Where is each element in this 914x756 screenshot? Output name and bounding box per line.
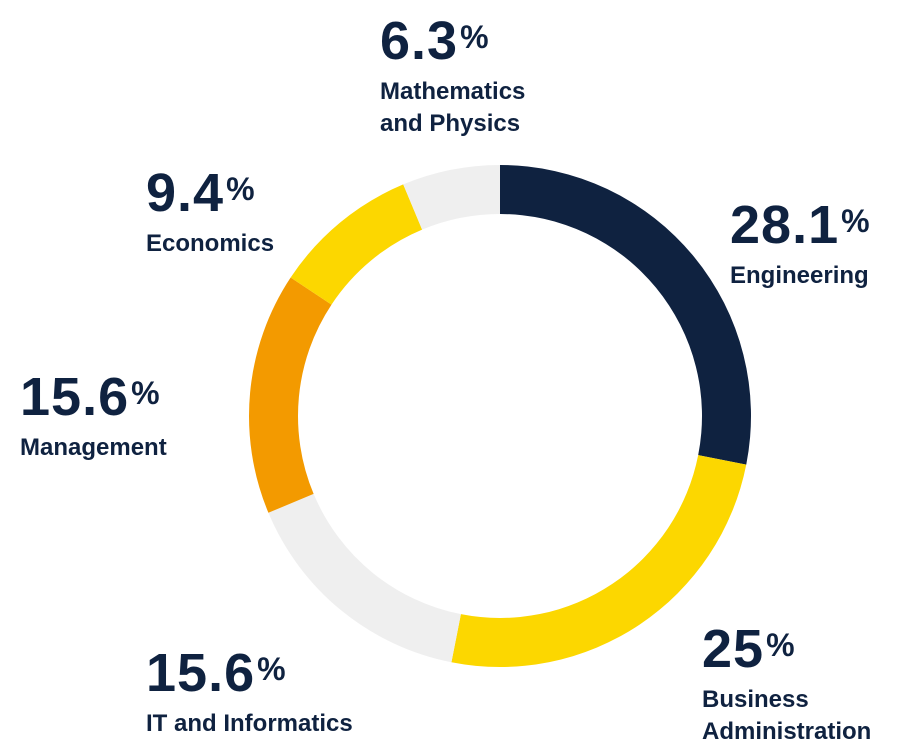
slice-business-administration <box>451 455 747 667</box>
slice-engineering <box>500 165 751 465</box>
slice-economics <box>290 184 423 305</box>
category-economics: Economics <box>146 230 275 257</box>
category-it-and-informatics: IT and Informatics <box>146 710 353 737</box>
value-management: 15.6% <box>20 367 161 427</box>
category-business-administration: Business Administration <box>702 686 872 745</box>
label-engineering: 28.1% Engineering <box>730 198 871 292</box>
category-engineering: Engineering <box>730 262 869 289</box>
category-management: Management <box>20 434 167 461</box>
slice-it-and-informatics <box>268 493 461 663</box>
label-mathematics-and-physics: 6.3% Mathematics and Physics <box>380 14 525 140</box>
slice-management <box>249 277 332 513</box>
value-engineering: 28.1% <box>730 195 871 255</box>
label-business-administration: 25% Business Administration <box>702 622 871 748</box>
label-it-and-informatics: 15.6% IT and Informatics <box>146 646 353 740</box>
label-economics: 9.4% Economics <box>146 166 274 260</box>
value-it-and-informatics: 15.6% <box>146 643 287 703</box>
slice-mathematics-and-physics <box>403 165 500 230</box>
category-mathematics-and-physics: Mathematics and Physics <box>380 78 526 137</box>
value-economics: 9.4% <box>146 163 256 223</box>
value-mathematics-and-physics: 6.3% <box>380 11 490 71</box>
label-management: 15.6% Management <box>20 370 167 464</box>
value-business-administration: 25% <box>702 619 796 679</box>
